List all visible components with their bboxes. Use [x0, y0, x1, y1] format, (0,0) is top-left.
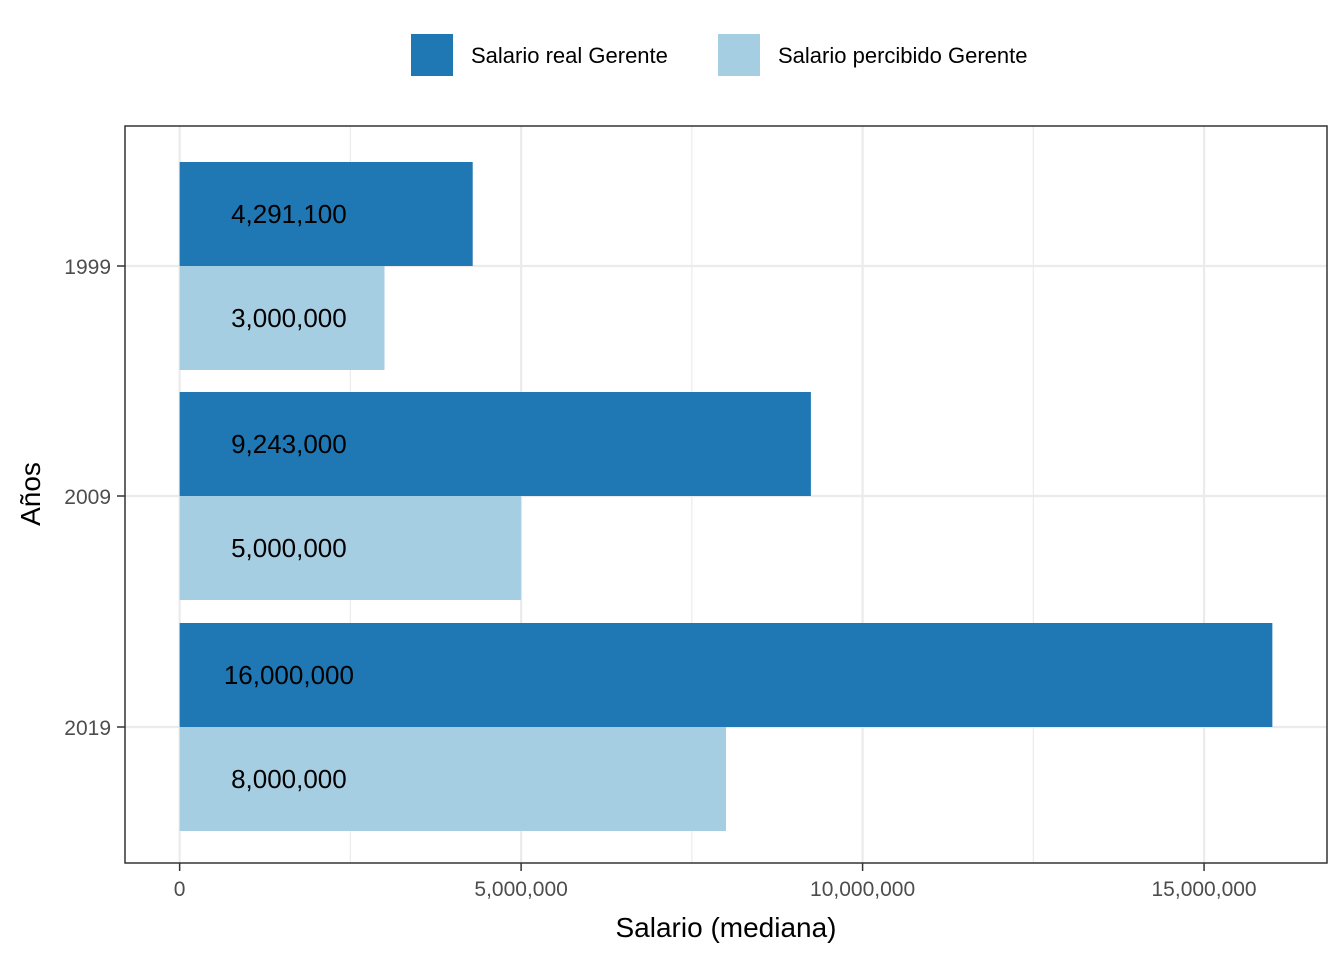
x-axis: 0 5,000,000 10,000,000 15,000,000: [174, 863, 1257, 901]
x-axis-title: Salario (mediana): [616, 912, 837, 943]
legend-swatch: [718, 34, 760, 76]
plot-border: [124, 125, 1328, 864]
data-label: 3,000,000: [231, 303, 347, 333]
bars: [179, 162, 1273, 831]
y-axis-title: Años: [15, 462, 46, 526]
bar-2019-real: [179, 623, 1273, 727]
data-labels: 4,291,100 3,000,000 9,243,000 5,000,000 16,0…: [224, 199, 354, 794]
legend: Salario real Gerente Salario percibido Ge…: [411, 34, 1027, 76]
y-axis: 1999 2009 2019: [64, 256, 125, 740]
data-label: 8,000,000: [231, 764, 347, 794]
data-label: 16,000,000: [224, 660, 354, 690]
y-tick-label: 2019: [64, 717, 111, 740]
data-label: 4,291,100: [231, 199, 347, 229]
legend-label: Salario real Gerente: [471, 43, 668, 68]
bar-2009-real: [179, 392, 811, 496]
legend-swatch: [411, 34, 453, 76]
bar-1999-percibido: [179, 266, 385, 370]
bar-1999-real: [179, 162, 473, 266]
x-tick-label: 15,000,000: [1152, 878, 1257, 901]
data-label: 5,000,000: [231, 533, 347, 563]
bar-2009-percibido: [179, 496, 522, 600]
y-tick-label: 1999: [64, 256, 111, 279]
data-label: 9,243,000: [231, 429, 347, 459]
x-tick-label: 5,000,000: [474, 878, 567, 901]
bar-2019-percibido: [179, 727, 727, 831]
y-tick-label: 2009: [64, 486, 111, 509]
x-tick-label: 10,000,000: [810, 878, 915, 901]
legend-label: Salario percibido Gerente: [778, 43, 1027, 68]
x-tick-label: 0: [174, 878, 186, 901]
